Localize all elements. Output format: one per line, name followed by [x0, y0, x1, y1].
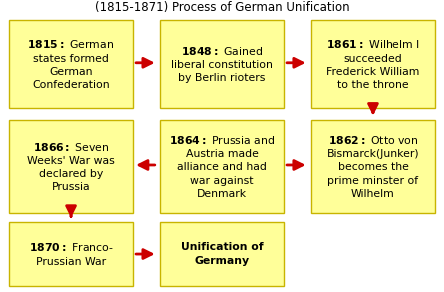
FancyBboxPatch shape	[9, 222, 133, 286]
Text: $\mathbf{1864:}$ Prussia and
Austria made
alliance and had
war against
Denmark: $\mathbf{1864:}$ Prussia and Austria mad…	[169, 134, 275, 199]
Text: $\mathbf{1861:}$ Wilhelm I
succeeded
Frederick William
to the throne: $\mathbf{1861:}$ Wilhelm I succeeded Fre…	[326, 39, 420, 90]
Text: $\mathbf{1866:}$ Seven
Weeks' War was
declared by
Prussia: $\mathbf{1866:}$ Seven Weeks' War was de…	[27, 141, 115, 192]
FancyBboxPatch shape	[9, 20, 133, 108]
Text: Unification of
Germany: Unification of Germany	[181, 242, 263, 266]
FancyBboxPatch shape	[311, 120, 435, 213]
FancyBboxPatch shape	[160, 120, 284, 213]
Text: $\mathbf{1870:}$ Franco-
Prussian War: $\mathbf{1870:}$ Franco- Prussian War	[29, 241, 113, 267]
Text: $\mathbf{1848:}$ Gained
liberal constitution
by Berlin rioters: $\mathbf{1848:}$ Gained liberal constitu…	[171, 45, 273, 84]
Text: $\mathbf{1862:}$ Otto von
Bismarck(Junker)
becomes the
prime minster of
Wilhelm: $\mathbf{1862:}$ Otto von Bismarck(Junke…	[327, 134, 419, 199]
Text: (1815-1871) Process of German Unification: (1815-1871) Process of German Unificatio…	[95, 1, 349, 15]
Text: $\mathbf{1815:}$ German
states formed
German
Confederation: $\mathbf{1815:}$ German states formed Ge…	[28, 39, 115, 90]
FancyBboxPatch shape	[160, 222, 284, 286]
FancyBboxPatch shape	[311, 20, 435, 108]
FancyBboxPatch shape	[160, 20, 284, 108]
FancyBboxPatch shape	[9, 120, 133, 213]
